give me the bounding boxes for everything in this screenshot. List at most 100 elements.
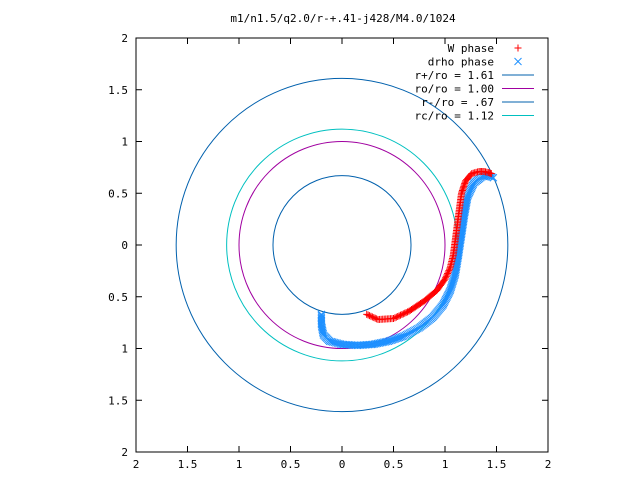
data-point bbox=[325, 337, 334, 346]
y-tick-label: 0.5 bbox=[108, 291, 128, 304]
data-point bbox=[467, 184, 476, 193]
data-point bbox=[447, 283, 455, 292]
legend-label: r+/ro = 1.61 bbox=[415, 69, 494, 82]
x-tick-label: 0 bbox=[339, 458, 346, 471]
data-point bbox=[327, 337, 336, 346]
legend-label: r-/ro = .67 bbox=[421, 96, 494, 109]
data-point bbox=[444, 269, 452, 277]
data-point bbox=[442, 274, 450, 282]
data-point bbox=[453, 256, 462, 264]
data-point bbox=[397, 333, 405, 341]
data-point bbox=[453, 259, 461, 267]
data-point bbox=[448, 279, 457, 287]
series-2-circle bbox=[175, 77, 509, 413]
data-point bbox=[392, 334, 401, 343]
series-0-points bbox=[363, 168, 495, 324]
x-tick-label: 1 bbox=[236, 458, 243, 471]
data-point bbox=[466, 185, 475, 194]
data-point bbox=[381, 338, 390, 346]
legend-label: W phase bbox=[448, 42, 494, 55]
chart-title: m1/n1.5/q2.0/r-+.41-j428/M4.0/1024 bbox=[230, 12, 456, 25]
data-point bbox=[319, 328, 327, 336]
data-point bbox=[441, 275, 449, 283]
series-3-circle bbox=[238, 141, 446, 349]
data-point bbox=[450, 271, 459, 280]
data-point bbox=[463, 195, 471, 204]
data-point bbox=[378, 338, 387, 347]
data-point bbox=[465, 189, 473, 198]
y-tick-label: 1.5 bbox=[108, 394, 128, 407]
data-point bbox=[463, 193, 472, 202]
data-point bbox=[395, 333, 404, 342]
x-tick-label: 0.5 bbox=[281, 458, 301, 471]
data-point bbox=[452, 260, 461, 269]
y-tick-label: 0 bbox=[121, 239, 128, 252]
tick-layer: 2 1.5 1 0.5 0 0.5 1 1.5 221.510.500.511.52 bbox=[108, 32, 551, 471]
data-point bbox=[370, 340, 379, 348]
x-tick-label: 2 bbox=[133, 458, 140, 471]
data-point bbox=[448, 280, 456, 289]
data-point bbox=[375, 339, 383, 347]
data-point bbox=[443, 271, 451, 279]
legend-marker bbox=[514, 57, 522, 66]
y-tick-label: 1 bbox=[121, 343, 128, 356]
data-point bbox=[372, 339, 380, 348]
data-point bbox=[450, 274, 458, 283]
data-point bbox=[444, 268, 452, 276]
data-point bbox=[330, 338, 339, 347]
data-point bbox=[466, 187, 474, 195]
x-tick-label: 2 bbox=[545, 458, 552, 471]
x-tick-label: 1.5 bbox=[487, 458, 507, 471]
data-point bbox=[452, 263, 461, 272]
x-tick-label: 1 bbox=[442, 458, 449, 471]
data-point bbox=[382, 337, 391, 346]
data-point bbox=[451, 270, 460, 278]
x-tick-label: 1.5 bbox=[178, 458, 198, 471]
y-tick-label: 1 bbox=[121, 136, 128, 149]
data-point bbox=[487, 170, 495, 178]
data-point bbox=[447, 282, 456, 290]
y-tick-label: 0.5 bbox=[108, 187, 128, 200]
data-point bbox=[445, 267, 453, 275]
data-point bbox=[319, 329, 328, 338]
data-point bbox=[449, 276, 458, 284]
data-point bbox=[451, 267, 460, 275]
data-point bbox=[331, 338, 340, 347]
data-point bbox=[384, 337, 393, 346]
data-point bbox=[452, 262, 461, 271]
data-point bbox=[373, 339, 382, 348]
data-point bbox=[379, 338, 388, 347]
legend-label: ro/ro = 1.00 bbox=[415, 83, 494, 96]
data-point bbox=[514, 44, 522, 52]
data-point bbox=[369, 340, 377, 349]
legend-marker bbox=[514, 44, 522, 52]
y-tick-label: 2 bbox=[121, 32, 128, 45]
data-point bbox=[328, 338, 337, 346]
y-tick-label: 2 bbox=[121, 446, 128, 459]
data-point bbox=[390, 335, 398, 344]
point-layer bbox=[317, 168, 498, 350]
data-point bbox=[446, 286, 455, 295]
data-point bbox=[442, 272, 450, 280]
legend-label: rc/ro = 1.12 bbox=[415, 110, 494, 123]
series-1-points bbox=[317, 171, 498, 350]
data-point bbox=[452, 265, 460, 274]
legend-label: drho phase bbox=[428, 56, 494, 69]
data-point bbox=[333, 339, 342, 348]
data-point bbox=[391, 335, 400, 343]
data-point bbox=[451, 268, 460, 277]
data-point bbox=[453, 257, 462, 266]
series-4-circle bbox=[272, 175, 412, 315]
data-point bbox=[465, 188, 474, 197]
data-point bbox=[464, 191, 473, 199]
data-point bbox=[385, 336, 394, 345]
data-point bbox=[376, 338, 385, 347]
data-point bbox=[514, 57, 522, 66]
data-point bbox=[387, 336, 396, 345]
x-tick-label: 0.5 bbox=[384, 458, 404, 471]
data-point bbox=[446, 265, 454, 273]
data-point bbox=[446, 285, 455, 293]
data-point bbox=[463, 192, 472, 201]
